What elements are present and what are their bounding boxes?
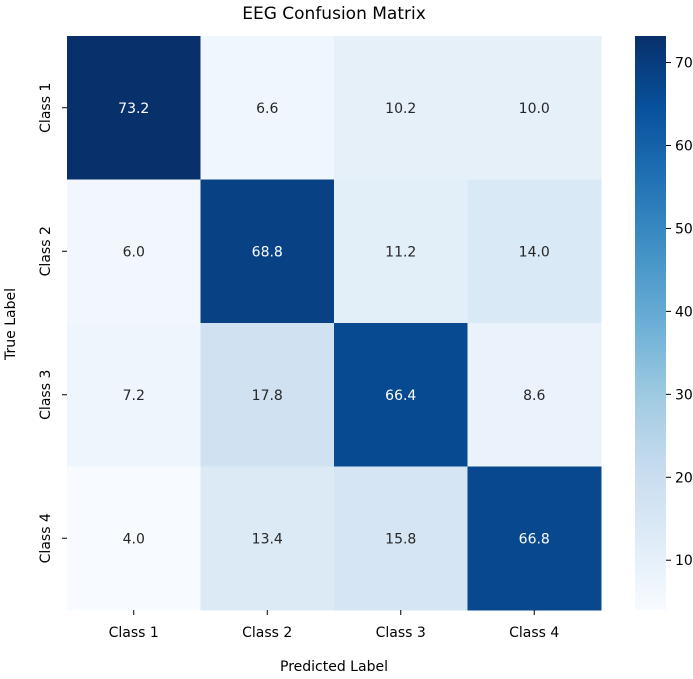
- cell-value-label: 66.4: [385, 388, 416, 404]
- heatmap-cell: [334, 179, 468, 324]
- cell-value-label: 7.2: [123, 388, 145, 404]
- heatmap-cell: [200, 466, 335, 611]
- cell-value-label: 11.2: [385, 244, 416, 260]
- heatmap-cell: [467, 323, 602, 467]
- y-tick-label: Class 4: [38, 513, 54, 563]
- x-tick-label: Class 2: [242, 625, 292, 641]
- heatmap-cells: [67, 36, 602, 611]
- heatmap-cell: [467, 36, 602, 180]
- colorbar-tick-label: 50: [675, 221, 693, 237]
- heatmap-cell: [334, 323, 468, 467]
- heatmap-cell: [67, 323, 201, 467]
- heatmap-cell: [334, 36, 468, 180]
- heatmap-cell: [200, 179, 335, 324]
- cell-value-label: 10.0: [519, 101, 550, 117]
- x-tick-label: Class 4: [509, 625, 559, 641]
- heatmap-cell: [334, 466, 468, 611]
- colorbar-tick-label: 10: [675, 553, 693, 569]
- colorbar-tick-label: 60: [675, 138, 693, 154]
- y-tick-label: Class 2: [38, 226, 54, 276]
- colorbar: [635, 36, 666, 610]
- cell-value-label: 14.0: [519, 244, 550, 260]
- heatmap-cell: [67, 36, 201, 180]
- cell-value-label: 13.4: [252, 531, 283, 547]
- colorbar-tick-label: 20: [675, 470, 693, 486]
- chart-title: EEG Confusion Matrix: [242, 4, 426, 24]
- cell-value-label: 15.8: [385, 531, 416, 547]
- colorbar-tick-label: 30: [675, 387, 693, 403]
- cell-value-label: 6.0: [123, 244, 145, 260]
- cell-value-label: 4.0: [123, 531, 145, 547]
- cell-value-label: 66.8: [519, 531, 550, 547]
- cell-value-label: 10.2: [385, 101, 416, 117]
- x-axis-ticks: Class 1 Class 2 Class 3 Class 4: [109, 610, 559, 641]
- cell-value-label: 73.2: [118, 101, 149, 117]
- x-tick-label: Class 3: [376, 625, 426, 641]
- heatmap-cell: [467, 466, 602, 611]
- y-axis-ticks: Class 1 Class 2 Class 3 Class 4: [38, 83, 67, 563]
- colorbar-ticks: 10 20 30 40 50 60 70: [666, 56, 693, 569]
- heatmap-value-labels: 73.2 6.6 10.2 10.0 6.0 68.8 11.2 14.0 7.2 17.8 66.…: [118, 101, 550, 548]
- cell-value-label: 8.6: [523, 388, 545, 404]
- heatmap-cell: [200, 323, 335, 467]
- cell-value-label: 6.6: [256, 101, 278, 117]
- y-tick-label: Class 3: [38, 370, 54, 420]
- y-axis-label: True Label: [3, 288, 19, 361]
- cell-value-label: 68.8: [252, 244, 283, 260]
- heatmap-cell: [467, 179, 602, 324]
- colorbar-tick-label: 70: [675, 56, 693, 72]
- x-axis-label: Predicted Label: [280, 659, 388, 674]
- heatmap-cell: [200, 36, 335, 180]
- colorbar-tick-label: 40: [675, 304, 693, 320]
- y-tick-label: Class 1: [38, 83, 54, 133]
- cell-value-label: 17.8: [252, 388, 283, 404]
- heatmap-cell: [67, 179, 201, 324]
- x-tick-label: Class 1: [109, 625, 159, 641]
- heatmap-cell: [67, 466, 201, 611]
